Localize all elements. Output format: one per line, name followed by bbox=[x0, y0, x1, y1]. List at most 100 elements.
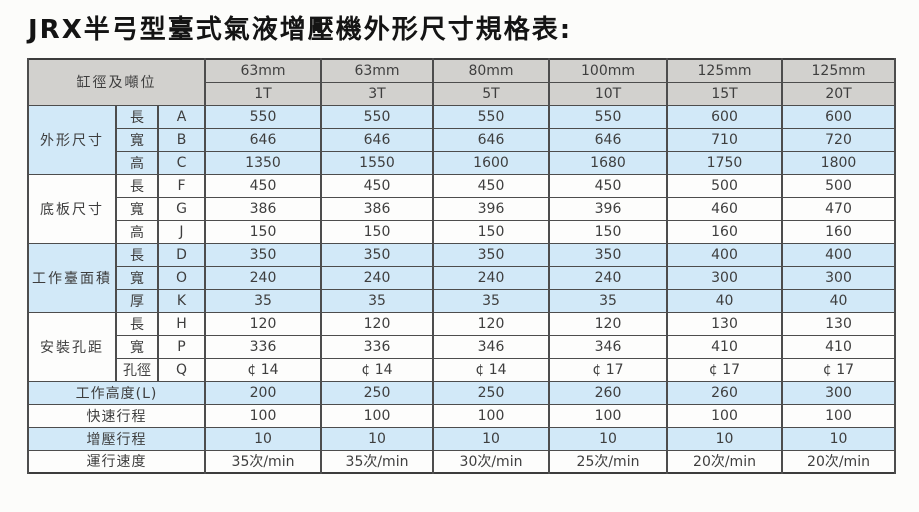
footer-value-cell: 100 bbox=[548, 403, 668, 428]
value-cell: 240 bbox=[320, 265, 434, 290]
value-cell: 1680 bbox=[548, 150, 668, 175]
value-cell: 160 bbox=[666, 219, 783, 244]
footer-value-cell: 250 bbox=[320, 380, 434, 405]
value-cell: 500 bbox=[781, 173, 896, 198]
tonnage-header: 3T bbox=[320, 81, 434, 106]
value-cell: 350 bbox=[432, 242, 550, 267]
dim-label: 高 bbox=[115, 219, 159, 244]
code-label: P bbox=[157, 334, 206, 359]
footer-value-cell: 10 bbox=[666, 426, 783, 451]
dim-label: 寬 bbox=[115, 196, 159, 221]
value-cell: ¢ 14 bbox=[204, 357, 322, 382]
code-label: A bbox=[157, 104, 206, 129]
table-row: 快速行程 100 100 100 100 100 100 bbox=[27, 403, 896, 428]
header-row-tonnage: 1T 3T 5T 10T 15T 20T bbox=[28, 81, 896, 106]
value-cell: 386 bbox=[204, 196, 322, 221]
footer-value-cell: 260 bbox=[666, 380, 783, 405]
tonnage-header: 20T bbox=[781, 81, 896, 106]
value-cell: 346 bbox=[548, 334, 668, 359]
value-cell: 600 bbox=[666, 104, 783, 129]
value-cell: 35 bbox=[432, 288, 550, 313]
dim-label: 寬 bbox=[115, 265, 159, 290]
group-label: 安裝孔距 bbox=[27, 311, 117, 382]
value-cell: ¢ 14 bbox=[432, 357, 550, 382]
value-cell: ¢ 17 bbox=[666, 357, 783, 382]
footer-value-cell: 10 bbox=[781, 426, 896, 451]
group-label: 工作臺面積 bbox=[27, 242, 117, 313]
value-cell: 646 bbox=[432, 127, 550, 152]
bore-header: 125mm bbox=[781, 58, 896, 83]
value-cell: 40 bbox=[781, 288, 896, 313]
value-cell: 336 bbox=[204, 334, 322, 359]
footer-value-cell: 10 bbox=[432, 426, 550, 451]
tonnage-header: 1T bbox=[204, 81, 322, 106]
value-cell: 396 bbox=[432, 196, 550, 221]
bore-header: 63mm bbox=[320, 58, 434, 83]
table-row: 工作臺面積 長 D 350 350 350 350 400 400 bbox=[27, 242, 896, 313]
value-cell: 336 bbox=[320, 334, 434, 359]
table-row: 厚 K 35 35 35 35 40 40 bbox=[28, 288, 896, 313]
value-cell: 400 bbox=[666, 242, 783, 267]
value-cell: 240 bbox=[204, 265, 322, 290]
dim-label: 寬 bbox=[115, 334, 159, 359]
table-row: 寬 G 386 386 396 396 460 470 bbox=[28, 196, 896, 221]
table-row: 孔徑 Q ¢ 14 ¢ 14 ¢ 14 ¢ 17 ¢ 17 ¢ 17 bbox=[28, 357, 896, 382]
value-cell: 130 bbox=[666, 311, 783, 336]
code-label: J bbox=[157, 219, 206, 244]
dim-label: 高 bbox=[115, 150, 159, 175]
value-cell: 350 bbox=[204, 242, 322, 267]
dim-label: 長 bbox=[115, 104, 159, 129]
value-cell: 1350 bbox=[204, 150, 322, 175]
value-cell: 646 bbox=[204, 127, 322, 152]
value-cell: ¢ 17 bbox=[781, 357, 896, 382]
value-cell: 550 bbox=[548, 104, 668, 129]
table-row: 寬 P 336 336 346 346 410 410 bbox=[28, 334, 896, 359]
footer-value-cell: 25次/min bbox=[548, 449, 668, 474]
value-cell: 130 bbox=[781, 311, 896, 336]
footer-value-cell: 10 bbox=[204, 426, 322, 451]
value-cell: 450 bbox=[204, 173, 322, 198]
footer-label: 快速行程 bbox=[27, 403, 206, 428]
table-row: 增壓行程 10 10 10 10 10 10 bbox=[27, 426, 896, 451]
footer-value-cell: 250 bbox=[432, 380, 550, 405]
value-cell: 470 bbox=[781, 196, 896, 221]
code-label: K bbox=[157, 288, 206, 313]
footer-value-cell: 200 bbox=[204, 380, 322, 405]
table-row: 安裝孔距 長 H 120 120 120 120 130 130 bbox=[27, 311, 896, 382]
value-cell: 240 bbox=[548, 265, 668, 290]
spec-table: 缸徑及噸位 63mm 63mm 80mm 100mm 125mm 125mm 1… bbox=[27, 58, 896, 474]
value-cell: 1550 bbox=[320, 150, 434, 175]
code-label: G bbox=[157, 196, 206, 221]
value-cell: 120 bbox=[548, 311, 668, 336]
value-cell: 550 bbox=[204, 104, 322, 129]
value-cell: 346 bbox=[432, 334, 550, 359]
footer-value-cell: 35次/min bbox=[320, 449, 434, 474]
footer-value-cell: 20次/min bbox=[666, 449, 783, 474]
footer-value-cell: 10 bbox=[548, 426, 668, 451]
footer-value-cell: 100 bbox=[204, 403, 322, 428]
dim-label: 厚 bbox=[115, 288, 159, 313]
value-cell: 500 bbox=[666, 173, 783, 198]
value-cell: ¢ 17 bbox=[548, 357, 668, 382]
table-row: 高 C 1350 1550 1600 1680 1750 1800 bbox=[28, 150, 896, 175]
table-row: 工作高度(L) 200 250 250 260 260 300 bbox=[27, 380, 896, 405]
corner-header: 缸徑及噸位 bbox=[27, 58, 206, 106]
value-cell: 350 bbox=[548, 242, 668, 267]
group-label: 底板尺寸 bbox=[27, 173, 117, 244]
value-cell: 396 bbox=[548, 196, 668, 221]
footer-label: 工作高度(L) bbox=[27, 380, 206, 405]
value-cell: 646 bbox=[548, 127, 668, 152]
footer-value-cell: 100 bbox=[781, 403, 896, 428]
tonnage-header: 15T bbox=[666, 81, 783, 106]
footer-label: 增壓行程 bbox=[27, 426, 206, 451]
code-label: B bbox=[157, 127, 206, 152]
value-cell: 400 bbox=[781, 242, 896, 267]
footer-value-cell: 35次/min bbox=[204, 449, 322, 474]
value-cell: 450 bbox=[320, 173, 434, 198]
footer-value-cell: 100 bbox=[320, 403, 434, 428]
value-cell: 35 bbox=[204, 288, 322, 313]
value-cell: 35 bbox=[548, 288, 668, 313]
value-cell: 150 bbox=[204, 219, 322, 244]
value-cell: 710 bbox=[666, 127, 783, 152]
value-cell: 550 bbox=[320, 104, 434, 129]
